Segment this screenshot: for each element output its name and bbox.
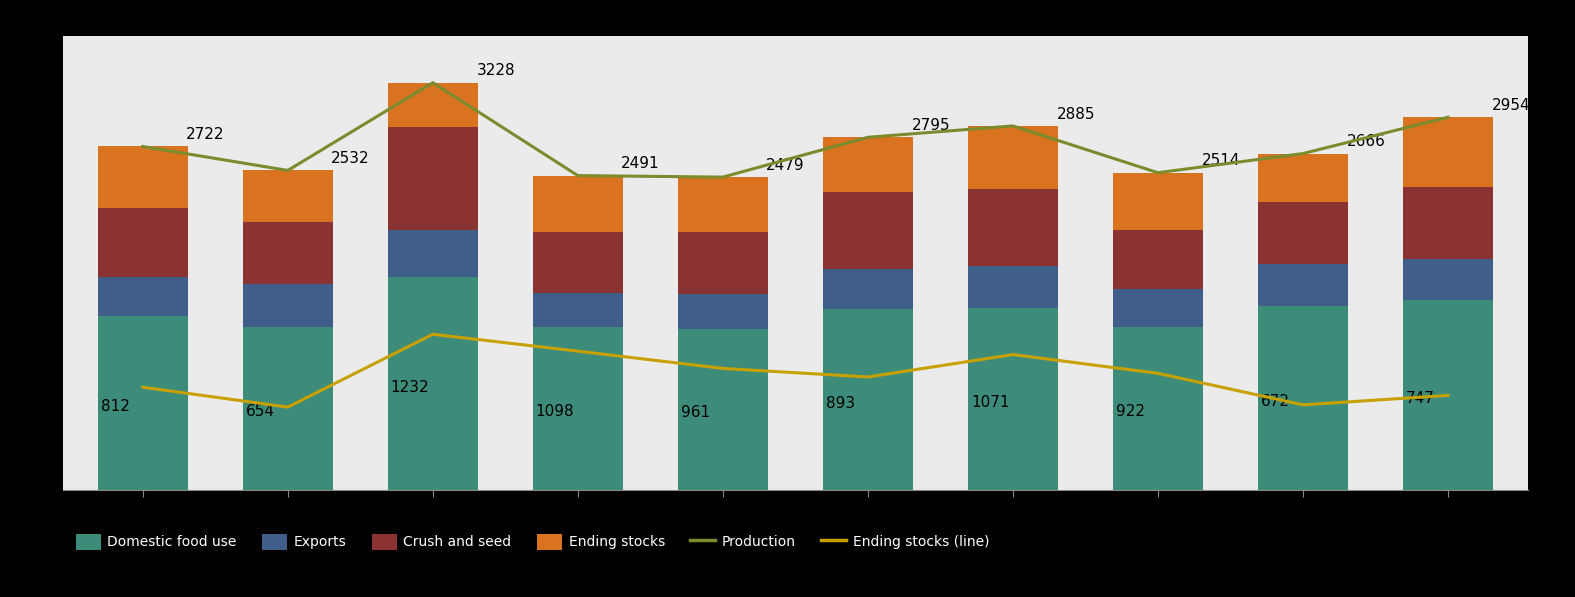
Text: 961: 961 <box>680 405 710 420</box>
Bar <box>1403 187 1493 259</box>
Bar <box>387 127 477 230</box>
Text: 922: 922 <box>1115 404 1145 419</box>
Bar <box>243 327 332 490</box>
Bar <box>532 293 622 327</box>
Bar <box>98 276 187 316</box>
Bar <box>1403 300 1493 490</box>
Text: 812: 812 <box>101 399 129 414</box>
Bar <box>243 170 332 222</box>
Bar <box>243 222 332 284</box>
Bar <box>677 294 769 330</box>
Text: 1071: 1071 <box>970 395 1010 410</box>
Bar <box>1258 306 1348 490</box>
Bar <box>1403 117 1493 187</box>
Text: 654: 654 <box>246 404 274 419</box>
Text: 2885: 2885 <box>1057 106 1095 122</box>
Bar <box>532 232 622 293</box>
Bar <box>98 146 187 208</box>
Bar <box>1258 202 1348 264</box>
Bar <box>532 176 622 232</box>
Bar <box>969 308 1058 490</box>
Text: 2491: 2491 <box>622 156 660 171</box>
Text: 1232: 1232 <box>391 380 430 395</box>
Bar <box>677 177 769 232</box>
Text: 893: 893 <box>825 396 855 411</box>
Text: 2954: 2954 <box>1492 98 1531 113</box>
Bar <box>1114 289 1203 327</box>
Text: 2795: 2795 <box>912 118 950 133</box>
Bar <box>387 276 477 490</box>
Text: 2722: 2722 <box>186 127 225 142</box>
Bar <box>532 327 622 490</box>
Bar <box>1403 259 1493 300</box>
Bar <box>98 316 187 490</box>
Bar <box>98 208 187 276</box>
Text: 672: 672 <box>1262 393 1290 409</box>
Text: 2479: 2479 <box>767 158 805 173</box>
Bar <box>969 126 1058 189</box>
Text: 2666: 2666 <box>1347 134 1386 149</box>
Bar <box>1258 153 1348 202</box>
Bar <box>969 266 1058 308</box>
Bar <box>1258 264 1348 306</box>
Bar <box>677 330 769 490</box>
Bar <box>1114 173 1203 230</box>
Text: 3228: 3228 <box>476 63 515 78</box>
Bar <box>1114 327 1203 490</box>
Bar <box>822 309 913 490</box>
Bar <box>243 284 332 327</box>
Bar <box>822 192 913 269</box>
Text: 1098: 1098 <box>536 404 575 419</box>
Bar <box>677 232 769 294</box>
Bar <box>822 137 913 192</box>
Bar <box>969 189 1058 266</box>
Text: 2514: 2514 <box>1202 153 1240 168</box>
Bar <box>822 269 913 309</box>
Bar <box>1114 230 1203 289</box>
Text: 747: 747 <box>1406 391 1435 407</box>
Text: 2532: 2532 <box>331 151 370 166</box>
Bar <box>387 83 477 127</box>
Bar <box>387 230 477 276</box>
Legend: Domestic food use, Exports, Crush and seed, Ending stocks, Production, Ending st: Domestic food use, Exports, Crush and se… <box>69 528 995 555</box>
